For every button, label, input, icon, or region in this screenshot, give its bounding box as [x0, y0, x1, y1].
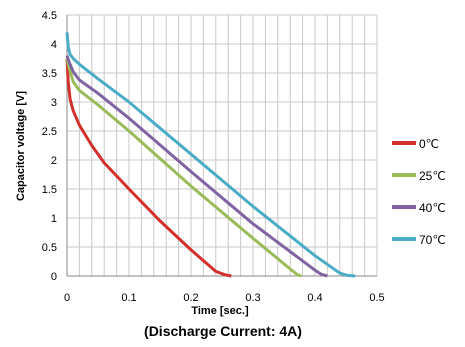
tick-labels: 0 0.5 1 1.5 2 2.5 3 3.5 4 4.5 0 0.1 0.2 0.3 0.4 0.5 — [42, 10, 385, 304]
y-tick-label: 3 — [51, 97, 57, 109]
series-line — [65, 58, 302, 278]
x-tick-label: 0.3 — [245, 292, 260, 304]
chart-caption: (Discharge Current: 4A) — [144, 323, 302, 339]
legend: 0℃ 25℃ 40℃ 70℃ — [392, 137, 446, 247]
series-line — [65, 55, 328, 278]
y-tick-label: 3.5 — [42, 68, 57, 80]
x-axis-title: Time [sec.] — [191, 305, 249, 317]
y-tick-label: 0.5 — [42, 242, 57, 254]
series-line — [65, 58, 232, 278]
x-tick-label: 0 — [64, 292, 70, 304]
y-tick-label: 0 — [51, 271, 57, 283]
y-tick-label: 4.5 — [42, 10, 57, 22]
series-line — [65, 32, 356, 278]
y-tick-label: 4 — [51, 39, 57, 51]
x-tick-label: 0.4 — [307, 292, 322, 304]
legend-label: 0℃ — [419, 137, 439, 151]
y-tick-label: 1.5 — [42, 184, 57, 196]
y-axis-title: Capacitor voltage [V] — [15, 91, 27, 201]
legend-label: 70℃ — [419, 233, 446, 247]
y-tick-label: 1 — [51, 213, 57, 225]
y-tick-label: 2.5 — [42, 126, 57, 138]
x-tick-label: 0.1 — [121, 292, 136, 304]
y-tick-label: 2 — [51, 155, 57, 167]
series-lines — [65, 32, 356, 278]
legend-label: 25℃ — [419, 169, 446, 183]
x-tick-label: 0.2 — [183, 292, 198, 304]
legend-label: 40℃ — [419, 201, 446, 215]
x-tick-label: 0.5 — [369, 292, 384, 304]
